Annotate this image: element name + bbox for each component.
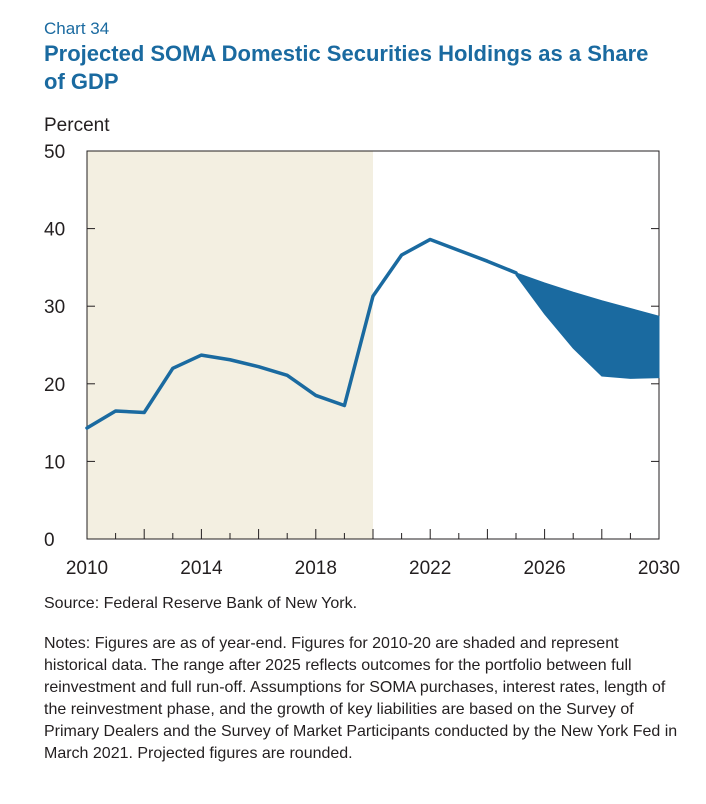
y-tick-label: 40 bbox=[44, 220, 65, 241]
y-tick-label: 20 bbox=[44, 375, 65, 396]
historical-shading bbox=[87, 151, 373, 539]
notes-text: Notes: Figures are as of year-end. Figur… bbox=[44, 635, 678, 762]
chart-title: Projected SOMA Domestic Securities Holdi… bbox=[44, 41, 649, 94]
y-tick-label: 0 bbox=[44, 530, 55, 551]
x-tick-label: 2018 bbox=[295, 558, 337, 579]
y-axis-label: Percent bbox=[44, 115, 110, 136]
x-tick-label: 2010 bbox=[66, 558, 108, 579]
projection-range-band bbox=[515, 272, 660, 379]
x-tick-label: 2026 bbox=[523, 558, 565, 579]
y-tick-label: 30 bbox=[44, 297, 65, 318]
chart-number: Chart 34 bbox=[44, 19, 110, 38]
x-tick-label: 2022 bbox=[409, 558, 451, 579]
series-line bbox=[85, 237, 518, 430]
y-tick-label: 50 bbox=[44, 142, 65, 163]
x-tick-label: 2030 bbox=[638, 558, 680, 579]
source-note: Source: Federal Reserve Bank of New York… bbox=[44, 595, 358, 612]
y-tick-label: 10 bbox=[44, 452, 65, 473]
x-tick-label: 2014 bbox=[180, 558, 223, 579]
